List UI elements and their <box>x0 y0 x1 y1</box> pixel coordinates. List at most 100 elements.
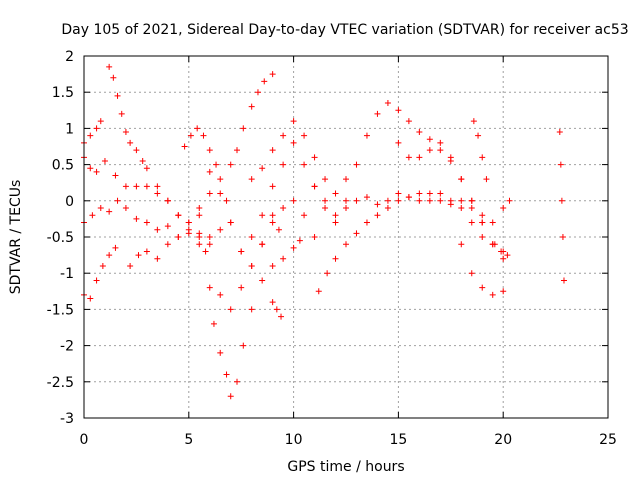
data-point <box>395 197 402 204</box>
data-point <box>296 237 303 244</box>
data-point <box>164 241 171 248</box>
data-point <box>301 132 308 139</box>
data-point <box>290 197 297 204</box>
data-point <box>500 255 507 262</box>
y-tick-label: -3 <box>60 411 74 427</box>
data-point <box>322 176 329 183</box>
data-point <box>269 183 276 190</box>
series-arc-w <box>556 129 567 284</box>
data-point <box>468 270 475 277</box>
data-point <box>458 197 465 204</box>
data-point <box>290 118 297 125</box>
data-point <box>110 74 117 81</box>
data-point <box>395 139 402 146</box>
data-point <box>491 241 498 248</box>
data-point <box>437 139 444 146</box>
data-point <box>374 201 381 208</box>
series-arc-k <box>223 71 276 204</box>
y-tick-label: -2.5 <box>47 375 74 391</box>
data-point <box>200 132 207 139</box>
data-point <box>498 248 505 255</box>
data-point <box>106 252 113 259</box>
data-point <box>556 129 563 136</box>
data-point <box>322 197 329 204</box>
data-point <box>194 125 201 132</box>
data-point <box>500 288 507 295</box>
data-point <box>269 71 276 78</box>
data-point <box>280 132 287 139</box>
y-tick-labels: -3 -2.5 -2 -1.5 -1 -0.5 0 0.5 1 1.5 2 <box>47 49 74 427</box>
data-point <box>87 295 94 302</box>
data-point <box>395 190 402 197</box>
data-point <box>238 248 245 255</box>
data-point <box>206 168 213 175</box>
data-point <box>87 165 94 172</box>
data-point <box>559 234 566 240</box>
x-tick-label: 25 <box>599 432 617 448</box>
data-point <box>196 205 203 212</box>
x-tick-label: 20 <box>494 432 512 448</box>
data-point <box>254 89 261 96</box>
data-point <box>106 63 113 70</box>
series-arc-h <box>196 212 255 400</box>
data-point <box>259 241 266 248</box>
x-tick-label: 5 <box>184 432 193 448</box>
y-tick-label: 0.5 <box>52 158 74 174</box>
data-point <box>332 219 339 226</box>
data-point <box>311 234 318 240</box>
x-tick-label: 0 <box>80 432 89 448</box>
data-point <box>248 234 255 240</box>
data-point <box>259 165 266 172</box>
series-arc-j <box>217 197 318 313</box>
data-point <box>185 230 192 237</box>
data-point <box>187 132 194 139</box>
data-point <box>223 371 230 378</box>
data-point <box>248 306 255 313</box>
data-point <box>259 212 266 219</box>
data-point <box>133 215 140 222</box>
data-point <box>280 161 287 168</box>
data-point <box>122 129 129 136</box>
data-point <box>143 219 150 226</box>
data-point <box>154 190 161 197</box>
data-point <box>143 248 150 255</box>
data-point <box>87 132 94 139</box>
data-point <box>227 393 234 400</box>
data-point <box>363 132 370 139</box>
data-point <box>322 205 329 212</box>
data-point <box>405 118 412 125</box>
series-arc-g <box>181 125 220 168</box>
data-points-layer <box>81 63 567 400</box>
data-point <box>114 92 121 99</box>
data-point <box>426 147 433 154</box>
data-point <box>468 197 475 204</box>
data-point <box>343 241 349 248</box>
tick-layer <box>83 55 609 419</box>
data-point <box>374 110 381 117</box>
data-point <box>240 342 247 349</box>
data-point <box>558 197 565 204</box>
data-point <box>416 197 423 204</box>
data-point <box>122 183 129 190</box>
data-point <box>210 320 217 327</box>
data-point <box>301 161 308 168</box>
data-point <box>223 197 230 204</box>
data-point <box>269 212 276 219</box>
data-point <box>483 176 490 183</box>
data-point <box>458 241 465 248</box>
data-point <box>332 212 339 219</box>
data-point <box>315 288 322 295</box>
series-arc-e <box>106 63 203 237</box>
data-point <box>475 132 482 139</box>
data-point <box>89 212 96 219</box>
data-point <box>506 197 513 204</box>
data-point <box>196 230 203 237</box>
data-point <box>106 208 113 215</box>
data-point <box>127 139 134 146</box>
data-point <box>437 147 444 154</box>
data-point <box>93 125 100 132</box>
data-point <box>139 157 146 164</box>
data-point <box>112 172 119 179</box>
data-point <box>479 284 486 291</box>
